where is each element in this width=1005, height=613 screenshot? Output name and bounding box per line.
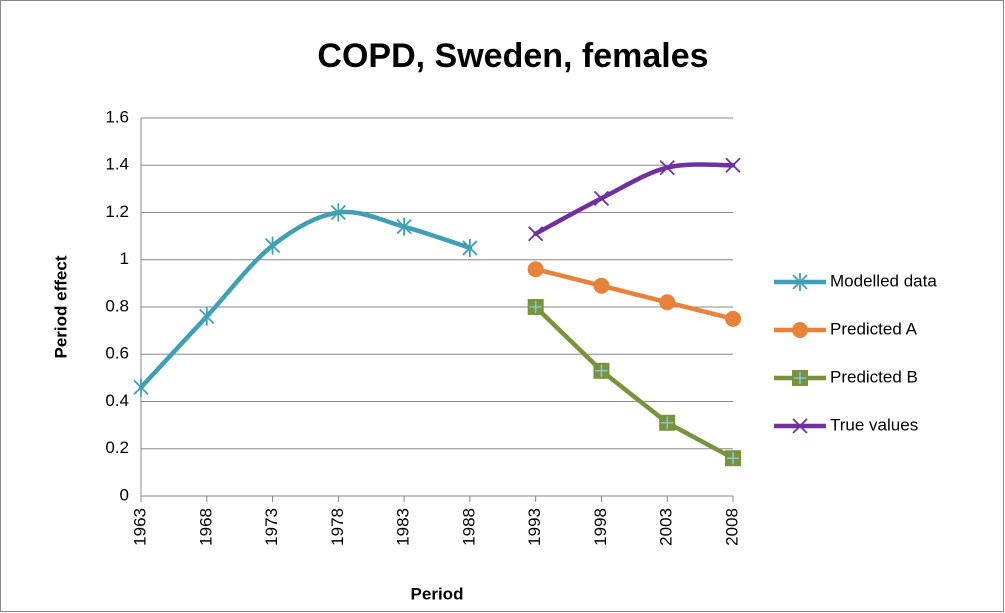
- marker: [462, 238, 478, 257]
- x-tick-label: 1998: [591, 508, 610, 546]
- marker-part: [659, 159, 675, 176]
- marker-part: [133, 378, 149, 397]
- marker-part: [396, 217, 412, 236]
- y-tick-label: 1.6: [105, 107, 129, 126]
- y-tick-label: 1: [120, 249, 129, 268]
- marker-part: [792, 418, 808, 434]
- y-tick-label: 0.8: [105, 296, 129, 315]
- x-tick-label: 2008: [722, 508, 741, 546]
- marker: [330, 203, 346, 222]
- marker: [593, 277, 610, 294]
- marker: [725, 310, 741, 327]
- marker: [659, 414, 676, 431]
- x-axis-title: Period: [411, 584, 464, 603]
- marker: [792, 322, 808, 338]
- marker: [725, 450, 741, 467]
- x-tick-label: 2003: [657, 508, 676, 546]
- marker: [264, 236, 281, 255]
- marker-part: [595, 364, 608, 377]
- marker: [792, 370, 808, 386]
- y-tick-label: 0: [120, 485, 129, 504]
- y-tick-label: 0.6: [105, 344, 129, 363]
- marker-part: [264, 236, 281, 255]
- marker-part: [527, 261, 544, 278]
- marker: [593, 190, 610, 206]
- marker-part: [593, 277, 610, 294]
- marker-part: [661, 416, 674, 429]
- y-tick-label: 1.4: [105, 155, 129, 174]
- marker: [527, 261, 544, 278]
- marker-part: [792, 322, 808, 338]
- y-tick-label: 1.2: [105, 202, 129, 221]
- marker: [133, 378, 149, 397]
- marker-part: [725, 310, 741, 327]
- marker: [527, 299, 544, 315]
- series-line: [533, 304, 736, 461]
- marker-part: [659, 294, 676, 311]
- chart-title: COPD, Sweden, females: [317, 37, 708, 75]
- marker: [528, 226, 544, 242]
- marker: [659, 159, 675, 176]
- x-tick-label: 1988: [459, 508, 478, 546]
- legend-label: Predicted A: [830, 319, 918, 338]
- marker-part: [794, 372, 806, 384]
- marker: [593, 362, 610, 379]
- marker-part: [593, 190, 610, 206]
- marker: [396, 217, 412, 236]
- legend-label: True values: [830, 415, 918, 434]
- x-tick-label: 1983: [394, 508, 413, 546]
- marker-part: [330, 203, 346, 222]
- marker: [792, 418, 808, 434]
- marker-part: [725, 157, 741, 173]
- x-tick-label: 1968: [196, 508, 215, 546]
- marker-part: [199, 307, 215, 326]
- marker-part: [792, 273, 808, 291]
- legend-label: Modelled data: [830, 271, 937, 290]
- series-line: [533, 162, 736, 237]
- marker-part: [529, 301, 542, 313]
- x-tick-label: 1973: [262, 508, 281, 546]
- marker: [725, 157, 741, 173]
- legend-label: Predicted B: [830, 367, 918, 386]
- marker-part: [727, 452, 739, 465]
- marker-part: [462, 238, 478, 257]
- y-tick-label: 0.4: [105, 391, 129, 410]
- y-tick-label: 0.2: [105, 438, 129, 457]
- marker-part: [528, 226, 544, 242]
- x-tick-label: 1978: [328, 508, 347, 546]
- x-tick-label: 1963: [130, 508, 149, 546]
- series-line: [533, 266, 736, 322]
- series-line: [138, 209, 473, 390]
- y-axis-title: Period effect: [51, 255, 70, 358]
- marker: [659, 294, 676, 311]
- x-tick-label: 1993: [525, 508, 544, 546]
- marker: [199, 307, 215, 326]
- marker: [792, 273, 808, 291]
